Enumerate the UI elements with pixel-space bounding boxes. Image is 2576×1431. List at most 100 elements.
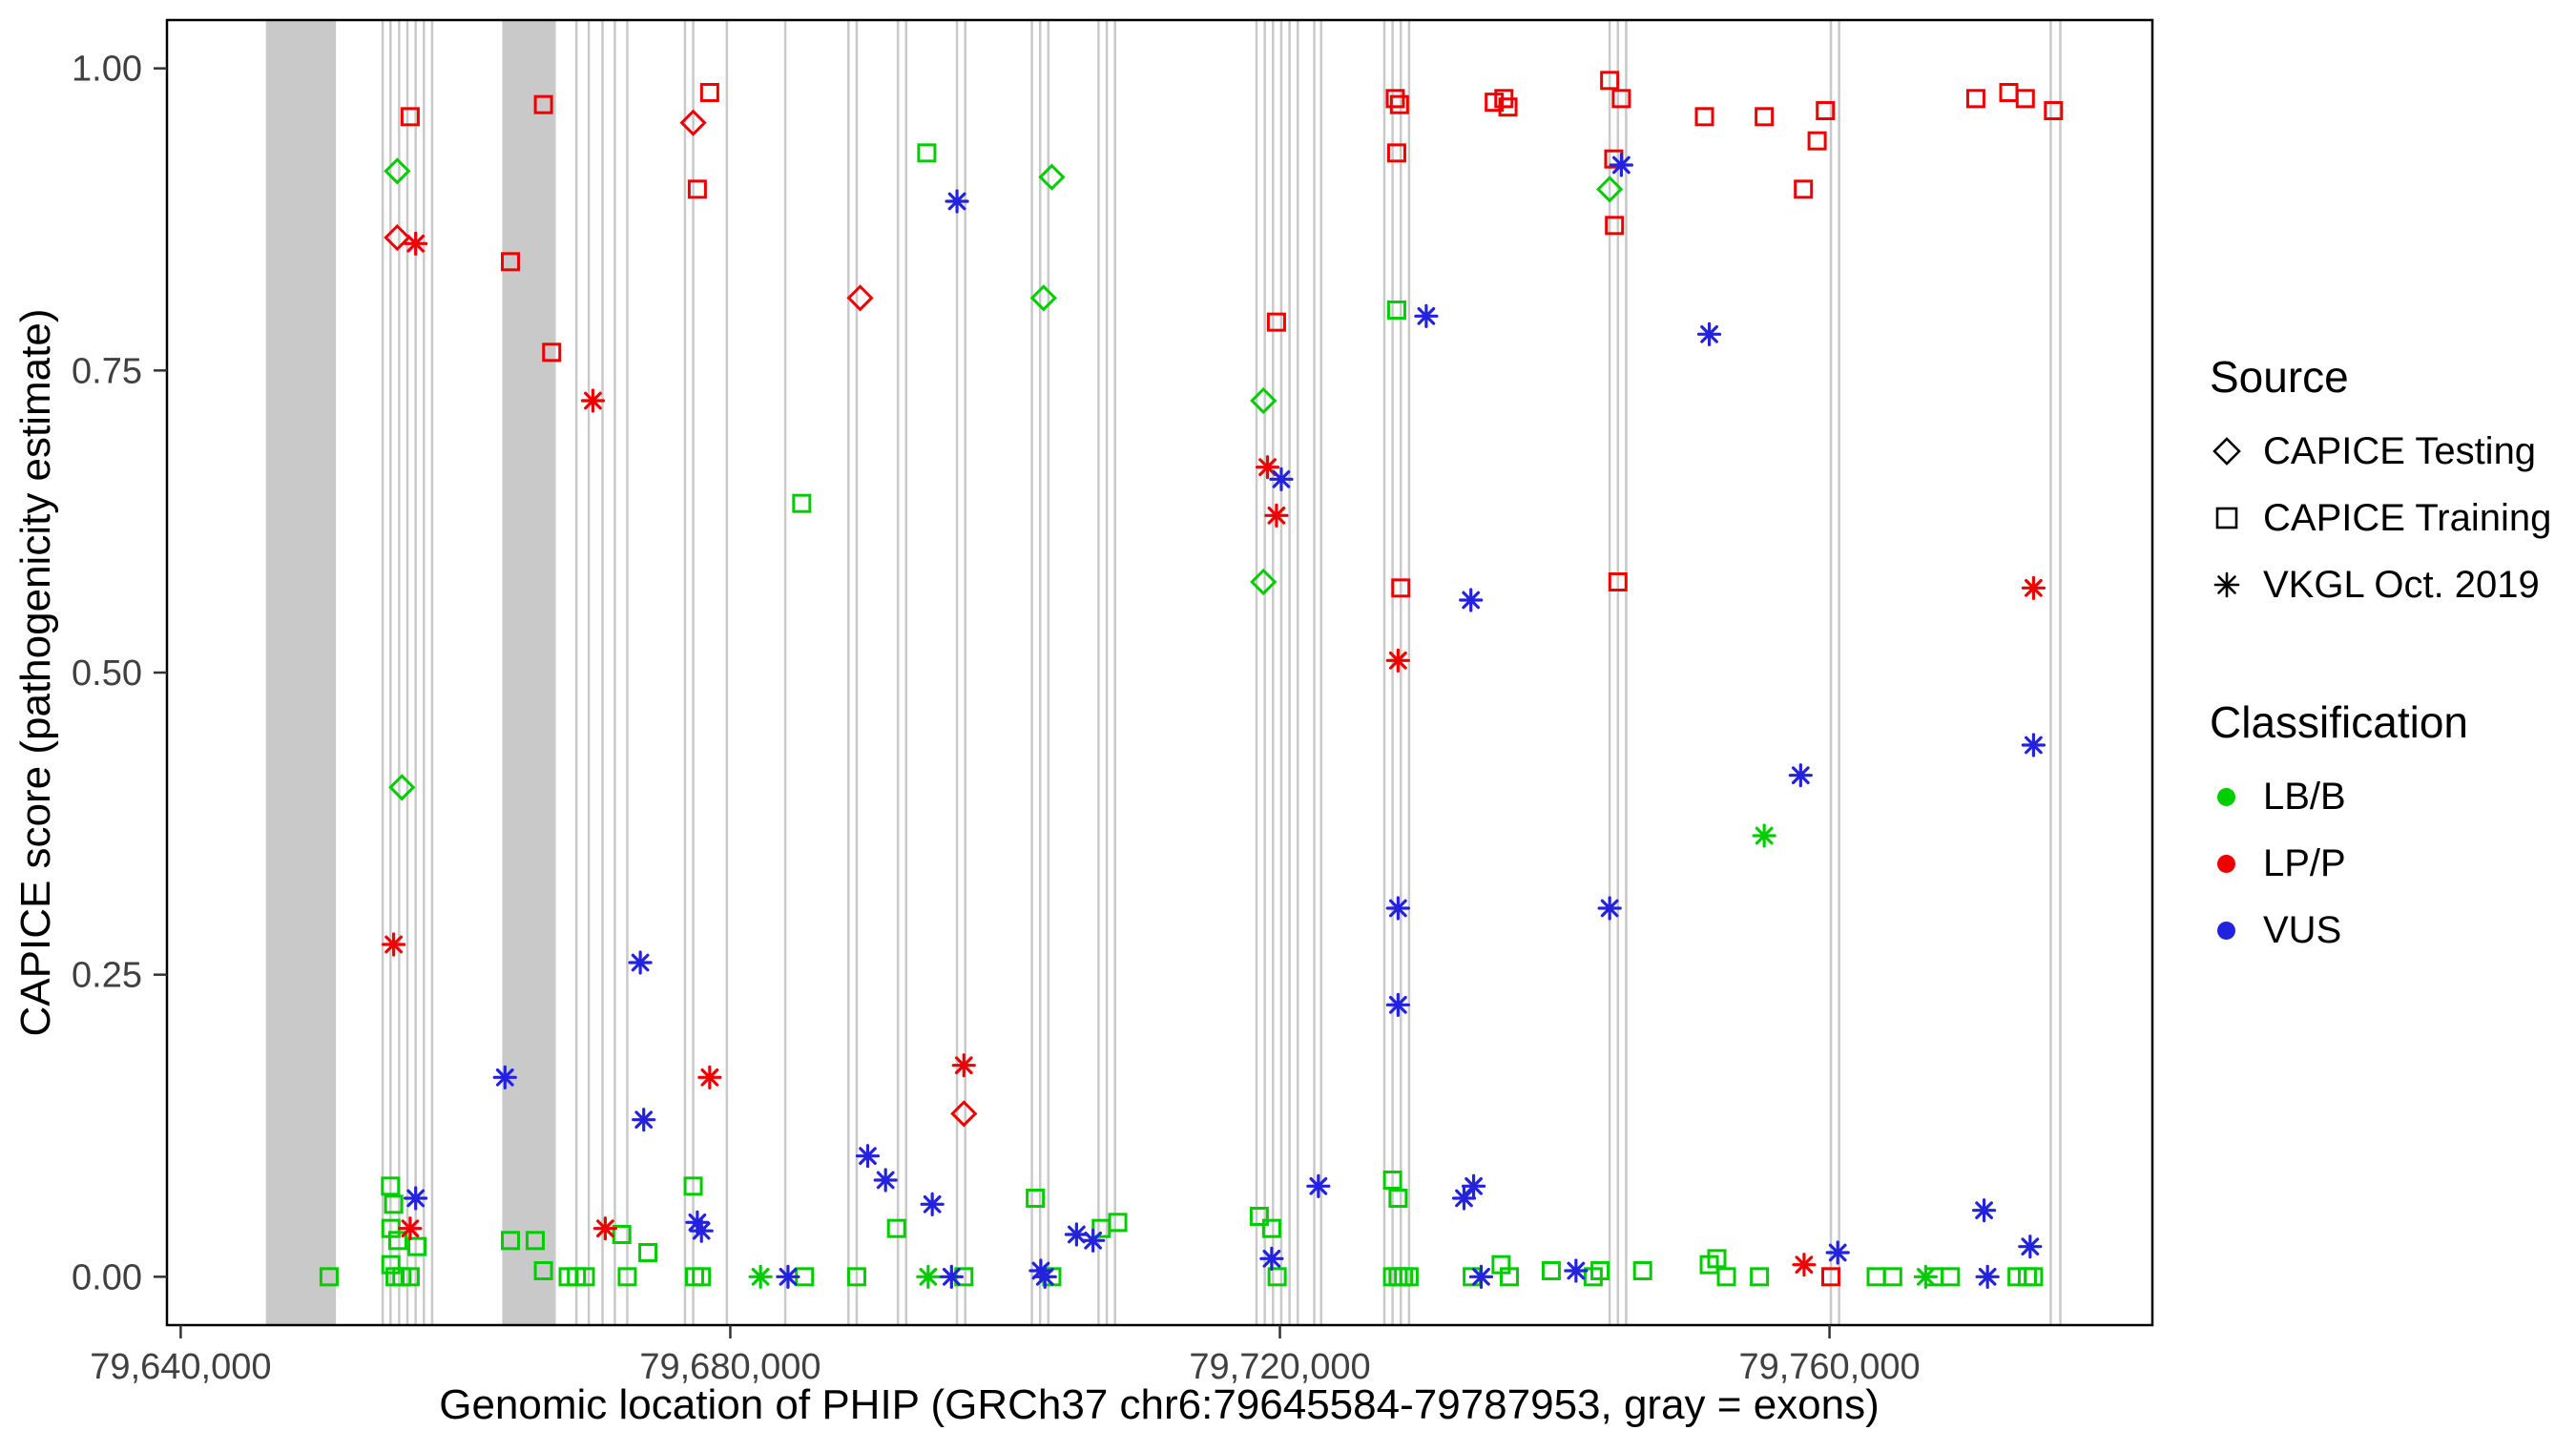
data-point-diamond bbox=[1596, 176, 1624, 203]
legend-item-lbb: LB/B bbox=[2210, 763, 2551, 830]
data-point-asterisk bbox=[873, 1168, 898, 1192]
y-tick-label: 0.25 bbox=[72, 956, 142, 996]
data-point-asterisk bbox=[580, 388, 606, 413]
data-point-asterisk bbox=[1081, 1228, 1106, 1253]
data-point-square bbox=[1388, 1189, 1408, 1208]
data-point-asterisk bbox=[748, 1264, 773, 1289]
data-point-square bbox=[1382, 1171, 1402, 1190]
data-point-asterisk bbox=[398, 1216, 423, 1241]
data-point-square bbox=[1941, 1267, 1961, 1287]
data-point-square bbox=[1807, 131, 1827, 151]
data-point-square bbox=[381, 1255, 401, 1275]
legend-source-title: Source bbox=[2210, 352, 2349, 402]
data-point-diamond bbox=[1250, 568, 1278, 596]
legend-label-vus: VUS bbox=[2263, 908, 2342, 951]
data-point-square bbox=[1590, 1261, 1610, 1280]
data-point-square bbox=[917, 143, 937, 163]
data-point-square bbox=[1755, 107, 1775, 127]
data-point-square bbox=[692, 1267, 712, 1287]
data-point-asterisk bbox=[1032, 1264, 1057, 1289]
data-point-square bbox=[384, 1194, 404, 1214]
data-point-asterisk bbox=[592, 1216, 618, 1241]
data-point-square bbox=[1611, 89, 1631, 109]
data-point-square bbox=[1605, 216, 1625, 236]
data-point-asterisk bbox=[1597, 896, 1622, 921]
data-point-asterisk bbox=[1792, 1253, 1817, 1277]
data-point-square bbox=[1500, 1267, 1520, 1287]
panel-border bbox=[165, 18, 2154, 1327]
data-point-diamond bbox=[384, 157, 411, 185]
vus-dot-icon bbox=[2217, 921, 2235, 940]
data-point-square bbox=[1108, 1213, 1128, 1233]
data-point-asterisk bbox=[1752, 823, 1776, 848]
data-point-square bbox=[533, 94, 553, 114]
data-point-square bbox=[886, 1218, 906, 1238]
data-point-asterisk bbox=[2021, 575, 2046, 600]
data-point-square bbox=[1266, 312, 1286, 332]
data-point-square bbox=[381, 1176, 401, 1196]
data-point-asterisk bbox=[1459, 588, 1484, 612]
data-point-square bbox=[1249, 1207, 1269, 1226]
data-point-square bbox=[1399, 1267, 1419, 1287]
data-point-square bbox=[1386, 143, 1406, 163]
data-point-square bbox=[1541, 1261, 1561, 1280]
data-point-asterisk bbox=[1971, 1198, 1997, 1223]
data-point-diamond bbox=[1250, 386, 1278, 415]
data-point-diamond bbox=[388, 774, 416, 801]
data-point-asterisk bbox=[855, 1144, 881, 1169]
y-tick-label: 0.50 bbox=[72, 653, 142, 694]
data-point-asterisk bbox=[1414, 303, 1439, 328]
legend-group-classification: Classification LB/B LP/P VUS bbox=[2210, 696, 2551, 964]
data-point-asterisk bbox=[1269, 467, 1294, 491]
data-point-asterisk bbox=[945, 189, 969, 214]
data-point-square bbox=[575, 1267, 595, 1287]
data-point-square bbox=[2024, 1267, 2044, 1287]
square-icon bbox=[2215, 507, 2238, 529]
exon-band bbox=[502, 20, 556, 1325]
x-tick-label: 79,720,000 bbox=[1189, 1347, 1370, 1387]
legend-item-capice-training: CAPICE Training bbox=[2210, 485, 2551, 551]
data-point-diamond bbox=[1029, 284, 1057, 312]
data-point-asterisk bbox=[632, 1108, 656, 1132]
data-point-square bbox=[1391, 578, 1411, 598]
data-point-diamond bbox=[679, 109, 707, 136]
data-point-square bbox=[2044, 101, 2064, 120]
data-point-asterisk bbox=[776, 1264, 800, 1289]
data-point-square bbox=[2017, 1267, 2037, 1287]
data-point-square bbox=[1821, 1267, 1841, 1287]
data-point-square bbox=[1750, 1267, 1770, 1287]
data-point-square bbox=[612, 1225, 632, 1244]
data-point-asterisk bbox=[1913, 1264, 1938, 1289]
data-point-diamond bbox=[950, 1100, 978, 1128]
data-point-square bbox=[1267, 1267, 1287, 1287]
data-point-asterisk bbox=[1975, 1264, 2000, 1289]
legend-label-capice-training: CAPICE Training bbox=[2263, 496, 2552, 539]
legend-label-capice-testing: CAPICE Testing bbox=[2263, 429, 2537, 472]
data-point-asterisk bbox=[1259, 1246, 1284, 1271]
lpp-dot-icon bbox=[2217, 854, 2235, 873]
data-point-asterisk bbox=[689, 1218, 714, 1243]
data-point-asterisk bbox=[1468, 1264, 1494, 1289]
data-point-square bbox=[400, 1267, 420, 1287]
data-point-asterisk bbox=[1064, 1222, 1089, 1247]
data-point-asterisk bbox=[1385, 896, 1410, 921]
data-point-diamond bbox=[846, 284, 874, 312]
asterisk-icon bbox=[2213, 571, 2240, 598]
data-point-asterisk bbox=[492, 1065, 517, 1089]
y-tick-label: 1.00 bbox=[72, 50, 142, 90]
data-point-square bbox=[1965, 89, 1985, 109]
legend-item-vus: VUS bbox=[2210, 897, 2551, 964]
data-point-asterisk bbox=[939, 1264, 964, 1289]
data-point-asterisk bbox=[951, 1053, 976, 1078]
data-point-square bbox=[1385, 89, 1405, 109]
data-point-square bbox=[525, 1231, 545, 1251]
legend-label-vkgl: VKGL Oct. 2019 bbox=[2263, 563, 2540, 606]
legend-item-lpp: LP/P bbox=[2210, 830, 2551, 897]
data-point-asterisk bbox=[1451, 1186, 1477, 1211]
data-point-square bbox=[1389, 94, 1409, 114]
data-point-square bbox=[1498, 97, 1518, 117]
data-point-square bbox=[1600, 71, 1620, 91]
data-point-square bbox=[1694, 107, 1714, 127]
data-point-square bbox=[387, 1231, 407, 1251]
legend-label-lbb: LB/B bbox=[2263, 775, 2346, 818]
